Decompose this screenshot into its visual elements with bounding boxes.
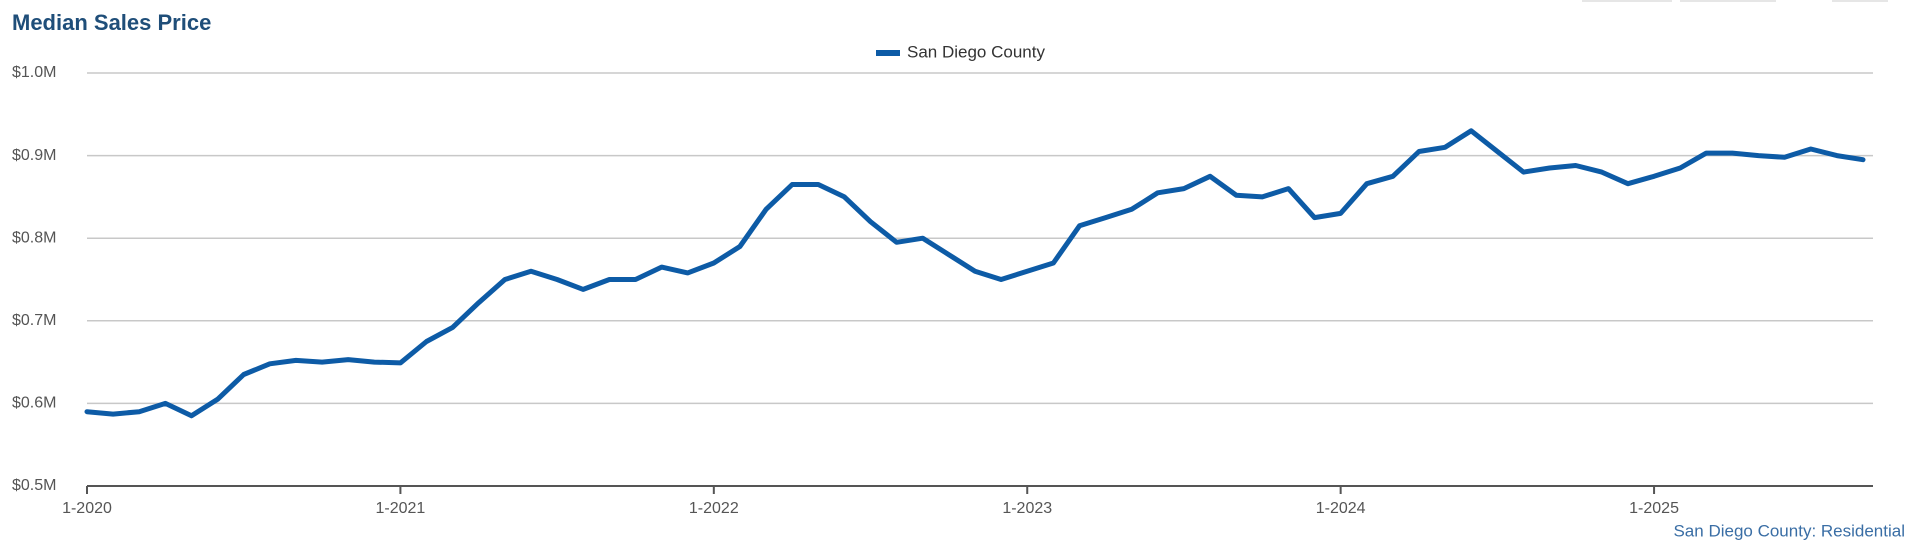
y-tick-label: $0.8M	[12, 229, 56, 246]
toolbar-button[interactable]	[1680, 0, 1776, 2]
y-tick-label: $1.0M	[12, 64, 56, 81]
toolbar-button[interactable]	[1582, 0, 1672, 2]
y-tick-label: $0.5M	[12, 477, 56, 494]
toolbar-button[interactable]	[1832, 0, 1888, 2]
x-tick-label: 1-2020	[62, 500, 112, 517]
y-tick-label: $0.7M	[12, 312, 56, 329]
x-tick-label: 1-2025	[1629, 500, 1679, 517]
x-tick-label: 1-2024	[1316, 500, 1366, 517]
legend-label: San Diego County	[907, 42, 1045, 61]
x-tick-label: 1-2022	[689, 500, 739, 517]
source-note: San Diego County: Residential	[1673, 521, 1905, 540]
series-line	[84, 128, 1866, 419]
x-tick-label: 1-2021	[375, 500, 425, 517]
chart-title: Median Sales Price	[12, 10, 211, 35]
legend-swatch	[876, 50, 900, 56]
x-tick-label: 1-2023	[1002, 500, 1052, 517]
y-tick-label: $0.9M	[12, 147, 56, 164]
y-tick-label: $0.6M	[12, 395, 56, 412]
